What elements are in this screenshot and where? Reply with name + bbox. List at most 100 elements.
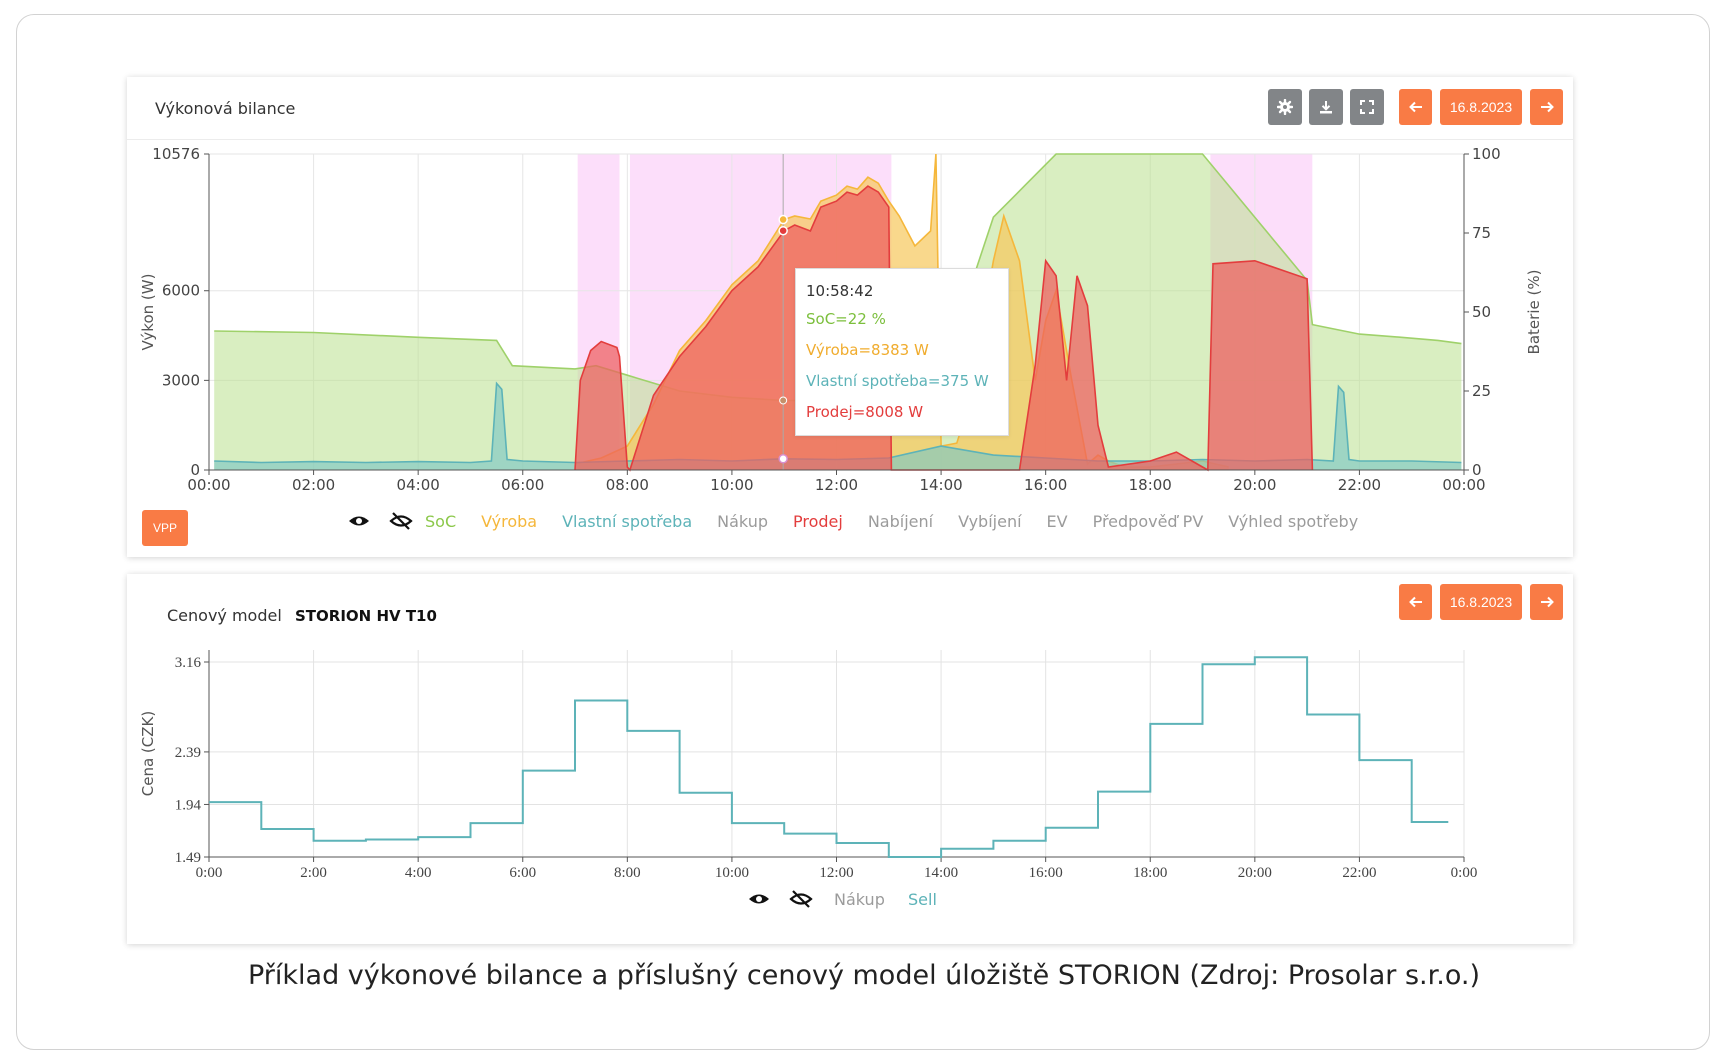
legend-item-0[interactable]: SoC [425, 512, 456, 531]
power-panel-title: Výkonová bilance [155, 99, 296, 118]
next-day-button[interactable] [1530, 89, 1563, 125]
fullscreen-button[interactable] [1350, 89, 1384, 125]
price-legend-item-0[interactable]: Nákup [834, 890, 885, 909]
x-tick-label: 22:00 [1338, 476, 1381, 494]
x-tick-label: 00:00 [1442, 476, 1485, 494]
eye-slash-line [392, 512, 410, 530]
price-x-tick-label: 4:00 [405, 865, 432, 881]
price-model-name: STORION HV T10 [295, 607, 437, 625]
price-x-tick-label: 12:00 [819, 865, 853, 881]
date-button[interactable]: 16.8.2023 [1440, 89, 1522, 125]
x-tick-label: 10:00 [710, 476, 753, 494]
x-tick-label: 14:00 [919, 476, 962, 494]
y-tick-label: 6000 [162, 282, 200, 300]
legend-item-5[interactable]: Nabíjení [868, 512, 934, 531]
hover-point-soc [779, 396, 788, 405]
settings-button[interactable] [1268, 89, 1302, 125]
y-tick-label: 10576 [152, 145, 200, 163]
price-y-tick-label: 2.39 [175, 745, 201, 761]
price-x-tick-label: 18:00 [1133, 865, 1167, 881]
x-tick-label: 18:00 [1129, 476, 1172, 494]
price-x-tick-label: 2:00 [300, 865, 327, 881]
x-tick-label: 08:00 [606, 476, 649, 494]
series-area-vlastni-spotreba [214, 383, 1462, 470]
price-x-tick-label: 8:00 [614, 865, 641, 881]
x-tick-label: 06:00 [501, 476, 544, 494]
legend-item-4[interactable]: Prodej [793, 512, 843, 531]
eye-slash-icon[interactable] [389, 512, 413, 530]
download-icon [1320, 101, 1332, 114]
figure-caption: Příklad výkonové bilance a příslušný cen… [247, 960, 1480, 991]
y2-tick-label: 50 [1472, 303, 1491, 321]
x-tick-label: 04:00 [397, 476, 440, 494]
chart-tooltip: 10:58:42 SoC=22 % Výroba=8383 W Vlastní … [795, 268, 1009, 436]
eye-pupil [756, 896, 762, 902]
y2-tick-label: 75 [1472, 224, 1491, 242]
series-area-prodej [575, 186, 1313, 470]
price-x-tick-label: 6:00 [509, 865, 536, 881]
price-prev-day-button[interactable] [1399, 584, 1432, 620]
legend-item-2[interactable]: Vlastní spotřeba [562, 512, 692, 531]
y2-tick-label: 25 [1472, 382, 1491, 400]
tooltip-soc: SoC=22 % [806, 310, 886, 328]
hover-point-vyroba [778, 214, 788, 225]
download-button[interactable] [1309, 89, 1343, 125]
tooltip-vyroba: Výroba=8383 W [806, 341, 929, 359]
price-y-axis-title: Cena (CZK) [139, 711, 157, 796]
eye-pupil [356, 518, 362, 524]
tooltip-time: 10:58:42 [806, 282, 874, 300]
price-model-card: Cenový model STORION HV T10 16.8.2023 [127, 574, 1573, 944]
x-tick-label: 02:00 [292, 476, 335, 494]
hover-point-prodej [778, 225, 788, 236]
y2-tick-label: 100 [1472, 145, 1501, 163]
eye-icon[interactable] [749, 894, 769, 904]
price-y-tick-label: 1.49 [175, 850, 201, 866]
arrow-right-icon [1540, 596, 1554, 608]
y2-axis-title: Baterie (%) [1525, 270, 1543, 355]
legend-item-1[interactable]: Výroba [481, 512, 537, 531]
x-tick-label: 16:00 [1024, 476, 1067, 494]
y2-tick-label: 0 [1472, 461, 1482, 479]
y-axis-title: Výkon (W) [139, 274, 157, 351]
price-y-tick-label: 3.16 [175, 655, 202, 671]
price-y-tick-label: 1.94 [175, 797, 202, 813]
header-divider [127, 139, 1573, 140]
legend-item-8[interactable]: Předpověď PV [1093, 512, 1204, 531]
arrow-right-icon [1540, 101, 1554, 113]
price-x-tick-label: 20:00 [1238, 865, 1272, 881]
eye-slash-icon[interactable] [789, 890, 813, 908]
y-tick-label: 3000 [162, 371, 200, 389]
legend-item-7[interactable]: EV [1047, 512, 1068, 531]
price-series-sell-line [209, 656, 1449, 858]
tooltip-vlastni-spotreba: Vlastní spotřeba=375 W [806, 372, 989, 390]
price-x-tick-label: 0:00 [196, 865, 223, 881]
arrow-left-icon [1408, 101, 1422, 113]
x-tick-label: 00:00 [187, 476, 230, 494]
price-x-tick-label: 22:00 [1342, 865, 1376, 881]
legend-item-9[interactable]: Výhled spotřeby [1228, 512, 1358, 531]
tooltip-prodej: Prodej=8008 W [806, 403, 924, 421]
price-x-tick-label: 10:00 [715, 865, 749, 881]
eye-icon[interactable] [349, 516, 369, 526]
series-area-soc [214, 154, 1462, 470]
eye-slash-line [792, 890, 810, 908]
price-legend-item-1[interactable]: Sell [908, 890, 937, 909]
price-x-tick-label: 0:00 [1451, 865, 1478, 881]
x-tick-label: 20:00 [1233, 476, 1276, 494]
price-panel-title: Cenový model [167, 606, 282, 625]
price-x-tick-label: 16:00 [1029, 865, 1063, 881]
price-date-button[interactable]: 16.8.2023 [1440, 584, 1522, 620]
price-x-tick-label: 14:00 [924, 865, 958, 881]
arrow-left-icon [1408, 596, 1422, 608]
vpp-button[interactable]: VPP [142, 510, 188, 546]
fullscreen-icon [1360, 100, 1374, 114]
prev-day-button[interactable] [1399, 89, 1432, 125]
y-tick-label: 0 [190, 461, 200, 479]
x-tick-label: 12:00 [815, 476, 858, 494]
price-next-day-button[interactable] [1530, 584, 1563, 620]
hover-point-vlastni [778, 454, 788, 464]
gear-icon [1277, 99, 1293, 115]
legend-item-6[interactable]: Vybíjení [958, 512, 1022, 531]
legend-item-3[interactable]: Nákup [717, 512, 768, 531]
